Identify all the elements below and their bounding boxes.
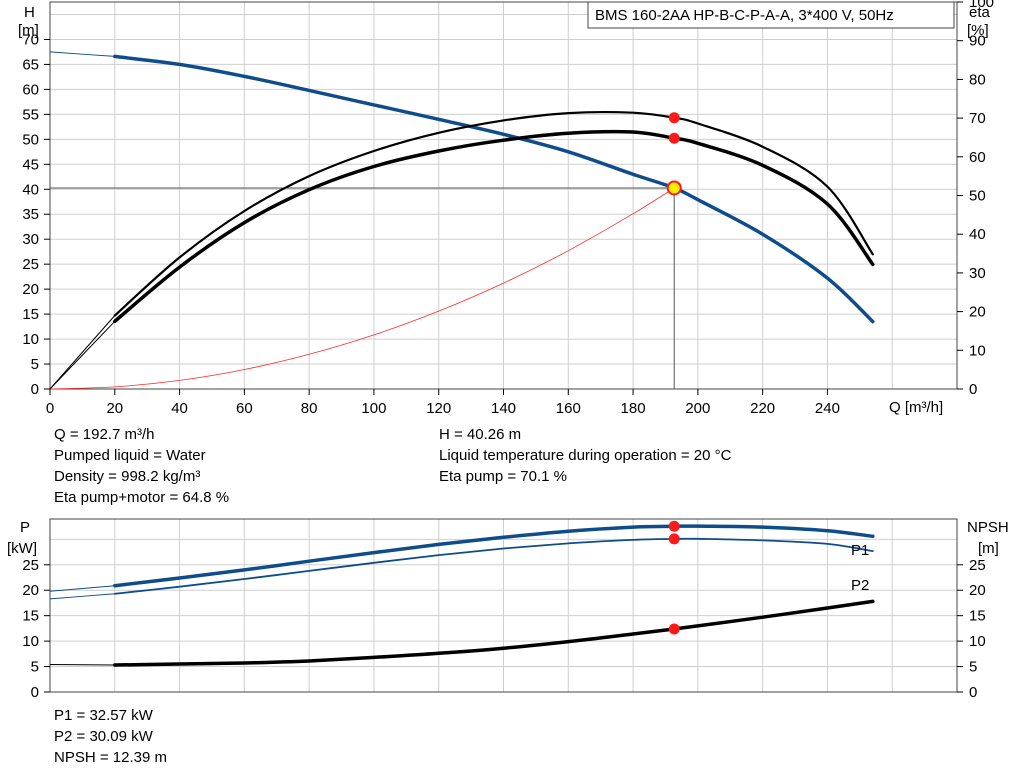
power-y-right-label-symbol: NPSH — [967, 519, 1009, 536]
curve-eta-pump-extension — [49, 315, 116, 390]
qh-left-tick-label: 45 — [22, 156, 39, 173]
qh-right-tick-label: 70 — [969, 110, 986, 127]
qh-left-tick-label: 55 — [22, 106, 39, 123]
power-y-right-label-unit: [m] — [978, 540, 999, 557]
power-right-tick-label: 25 — [969, 557, 986, 574]
y-right-label-symbol: eta — [969, 4, 991, 21]
qh-x-tick-label: 20 — [106, 400, 123, 417]
title-box — [587, 1, 955, 29]
qh-right-tick-label: 0 — [969, 381, 977, 398]
qh-left-tick-label: 35 — [22, 206, 39, 223]
qh-x-tick-label: 240 — [815, 400, 840, 417]
qh-left-tick-label: 10 — [22, 331, 39, 348]
qh-x-tick-label: 40 — [171, 400, 188, 417]
qh-x-tick-label: 140 — [491, 400, 516, 417]
curve-eta-pump-motor-extension — [49, 320, 116, 390]
qh-right-tick-label: 80 — [969, 71, 986, 88]
info-pumped-liquid: Pumped liquid = Water — [54, 447, 206, 464]
info-left: Q = 192.7 m³/h Pumped liquid = Water Den… — [54, 424, 229, 508]
qh-x-tick-label: 120 — [426, 400, 451, 417]
qh-x-tick-label: 160 — [556, 400, 581, 417]
qh-left-tick-label: 70 — [22, 31, 39, 48]
power-left-tick-label: 0 — [31, 684, 39, 701]
curve-head — [113, 54, 875, 324]
curve-head-extension — [49, 51, 115, 57]
info-right: H = 40.26 m Liquid temperature during op… — [439, 424, 731, 487]
info-eta-pump-motor: Eta pump+motor = 64.8 % — [54, 489, 230, 506]
marker-P2 — [668, 533, 680, 545]
curve-eta-pump-motor — [113, 129, 875, 324]
curve-eta-pump — [113, 111, 874, 317]
power-y-left-label-unit: [kW] — [7, 540, 37, 557]
power-frame — [49, 518, 958, 693]
curve-system-curve — [49, 187, 675, 390]
qh-right-tick-label: 10 — [969, 342, 986, 359]
curve-P2-extension — [49, 593, 115, 600]
qh-right-tick-label: 40 — [969, 226, 986, 243]
chart-title: BMS 160-2AA HP-B-C-P-A-A, 3*400 V, 50Hz — [595, 7, 894, 24]
marker-NPSH — [668, 623, 680, 635]
info-flow-rate: Q = 192.7 m³/h — [54, 426, 155, 443]
qh-right-tick-label: 60 — [969, 149, 986, 166]
qh-x-tick-label: 80 — [301, 400, 318, 417]
power-right-tick-label: 5 — [969, 659, 977, 676]
info-npsh: NPSH = 12.39 m — [54, 749, 167, 766]
curve-P2 — [113, 537, 874, 595]
qh-x-tick-label: 180 — [621, 400, 646, 417]
marker-eta-pump-motor — [668, 132, 680, 144]
qh-left-tick-label: 25 — [22, 256, 39, 273]
info-p2: P2 = 30.09 kW — [54, 728, 153, 745]
power-left-tick-label: 5 — [31, 659, 39, 676]
power-left-tick-label: 15 — [22, 608, 39, 625]
qh-x-tick-label: 60 — [236, 400, 253, 417]
qh-left-tick-label: 60 — [22, 81, 39, 98]
curve-P1 — [113, 524, 875, 588]
series-label-p1: P1 — [851, 542, 869, 559]
qh-right-tick-label: 50 — [969, 188, 986, 205]
qh-right-tick-label: 90 — [969, 33, 986, 50]
qh-left-tick-label: 15 — [22, 306, 39, 323]
y-left-label-symbol: H — [24, 4, 35, 21]
qh-left-tick-label: 50 — [22, 131, 39, 148]
info-density: Density = 998.2 kg/m³ — [54, 468, 201, 485]
power-right-tick-label: 15 — [969, 608, 986, 625]
marker-P1 — [668, 520, 680, 532]
power-left-tick-label: 20 — [22, 582, 39, 599]
info-bottom: P1 = 32.57 kW P2 = 30.09 kW NPSH = 12.39… — [54, 705, 167, 768]
y-left-label-unit: [m] — [18, 22, 39, 39]
qh-x-tick-label: 100 — [361, 400, 386, 417]
power-left-tick-label: 10 — [22, 633, 39, 650]
info-head: H = 40.26 m — [439, 426, 522, 443]
qh-x-tick-label: 0 — [46, 400, 54, 417]
info-p1: P1 = 32.57 kW — [54, 707, 153, 724]
info-eta-pump: Eta pump = 70.1 % — [439, 468, 567, 485]
qh-left-tick-label: 5 — [31, 356, 39, 373]
operating-point-marker — [666, 180, 682, 196]
y-right-label-unit: [%] — [967, 22, 989, 39]
qh-left-tick-label: 30 — [22, 231, 39, 248]
qh-right-tick-label: 20 — [969, 304, 986, 321]
qh-left-tick-label: 40 — [22, 181, 39, 198]
power-y-left-label-symbol: P — [20, 519, 30, 536]
x-axis-label: Q [m³/h] — [889, 399, 943, 416]
qh-left-tick-label: 65 — [22, 56, 39, 73]
qh-left-tick-label: 0 — [31, 381, 39, 398]
qh-x-tick-label: 220 — [750, 400, 775, 417]
curve-NPSH — [113, 599, 875, 667]
qh-left-tick-label: 20 — [22, 281, 39, 298]
qh-right-tick-label: 30 — [969, 265, 986, 282]
power-right-tick-label: 0 — [969, 684, 977, 701]
curve-P1-extension — [49, 585, 115, 592]
curve-NPSH-extension — [49, 664, 115, 666]
marker-eta-pump — [668, 112, 680, 124]
qh-right-tick-label: 100 — [969, 0, 994, 11]
power-right-tick-label: 10 — [969, 633, 986, 650]
series-label-p2: P2 — [851, 577, 869, 594]
power-left-tick-label: 25 — [22, 557, 39, 574]
power-right-tick-label: 20 — [969, 582, 986, 599]
qh-x-tick-label: 200 — [685, 400, 710, 417]
info-liquid-temperature: Liquid temperature during operation = 20… — [439, 447, 732, 464]
